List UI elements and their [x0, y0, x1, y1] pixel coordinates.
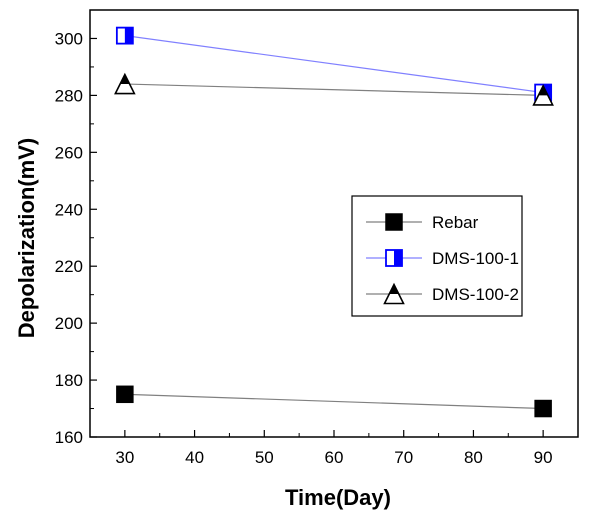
y-tick-label: 180 — [55, 371, 83, 390]
y-tick-label: 240 — [55, 200, 83, 219]
x-tick-label: 90 — [534, 448, 553, 467]
x-tick-label: 30 — [115, 448, 134, 467]
legend-label: DMS-100-1 — [432, 249, 519, 268]
data-point — [534, 399, 552, 418]
y-tick-label: 200 — [55, 314, 83, 333]
legend-box — [351, 195, 523, 317]
plot-layer: 30 40 50 60 70 80 90 160 180 200 220 240 260 280 300 Re… — [55, 9, 579, 467]
data-point — [115, 26, 134, 45]
legend-marker — [383, 282, 405, 305]
y-tick-label: 160 — [55, 428, 83, 447]
marker-triangle-fill — [389, 284, 399, 294]
y-tick-label: 220 — [55, 257, 83, 276]
data-point — [532, 84, 554, 106]
legend-marker — [385, 213, 403, 231]
marker-triangle-fill — [120, 74, 130, 85]
x-tick-label: 40 — [185, 448, 204, 467]
marker-square-fill — [394, 250, 402, 266]
series-line — [124, 83, 544, 96]
y-tick-label: 280 — [55, 86, 83, 105]
legend-label: DMS-100-2 — [432, 285, 519, 304]
marker-square — [116, 385, 134, 404]
data-point — [116, 385, 134, 404]
y-tick-label: 300 — [55, 29, 83, 48]
data-point — [114, 72, 136, 95]
x-tick-label: 60 — [325, 448, 344, 467]
legend-marker — [385, 249, 403, 267]
x-tick-label: 70 — [394, 448, 413, 467]
marker-square — [534, 399, 552, 418]
marker-square — [385, 213, 403, 231]
y-axis-title: Depolarization(mV) — [14, 138, 39, 338]
marker-square-fill — [124, 27, 133, 44]
legend-label: Rebar — [432, 213, 479, 232]
y-tick-label: 260 — [55, 143, 83, 162]
series-line — [124, 35, 544, 94]
x-tick-label: 80 — [464, 448, 483, 467]
x-axis-title: Time(Day) — [285, 485, 391, 510]
marker-triangle-fill — [538, 85, 548, 96]
x-tick-label: 50 — [255, 448, 274, 467]
series-line — [124, 393, 544, 410]
